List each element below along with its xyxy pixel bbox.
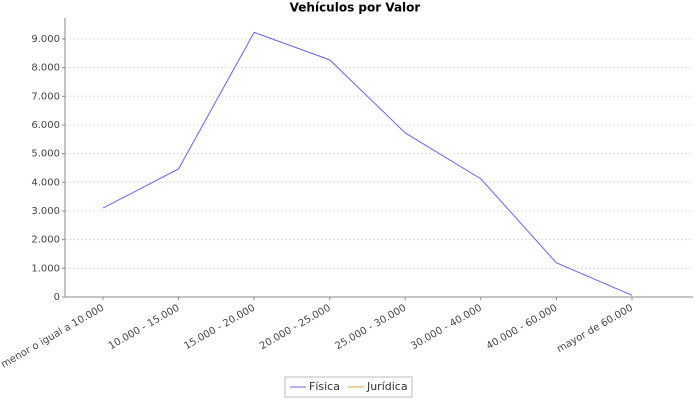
legend-label: Jurídica <box>366 380 408 393</box>
x-tick-label: menor o igual a 10.000 <box>0 303 106 371</box>
y-tick-label: 1.000 <box>31 263 60 274</box>
series-line <box>102 31 633 296</box>
x-tick-label: 10.000 - 15.000 <box>107 303 182 353</box>
x-tick-label: 30.000 - 40.000 <box>409 303 484 353</box>
chart-title: Vehículos por Valor <box>290 1 421 15</box>
y-tick-label: 9.000 <box>31 34 60 45</box>
y-tick-label: 8.000 <box>31 63 60 74</box>
x-tick-label: 25.000 - 30.000 <box>334 303 409 353</box>
legend: Física Jurídica <box>284 376 413 398</box>
x-tick-label: 15.000 - 20.000 <box>182 303 257 353</box>
y-tick-label: 5.000 <box>31 149 60 160</box>
y-tick-label: 4.000 <box>31 177 60 188</box>
x-tick-label: 40.000 - 60.000 <box>485 303 560 353</box>
y-tick-label: 0 <box>54 292 60 303</box>
y-tick-label: 6.000 <box>31 120 60 131</box>
y-tick-label: 3.000 <box>31 206 60 217</box>
y-tick-label: 2.000 <box>31 235 60 246</box>
y-tick-label: 7.000 <box>31 91 60 102</box>
x-tick-label: 20.000 - 25.000 <box>258 303 333 353</box>
x-tick-label: mayor de 60.000 <box>555 303 635 355</box>
legend-label: Física <box>309 380 340 393</box>
